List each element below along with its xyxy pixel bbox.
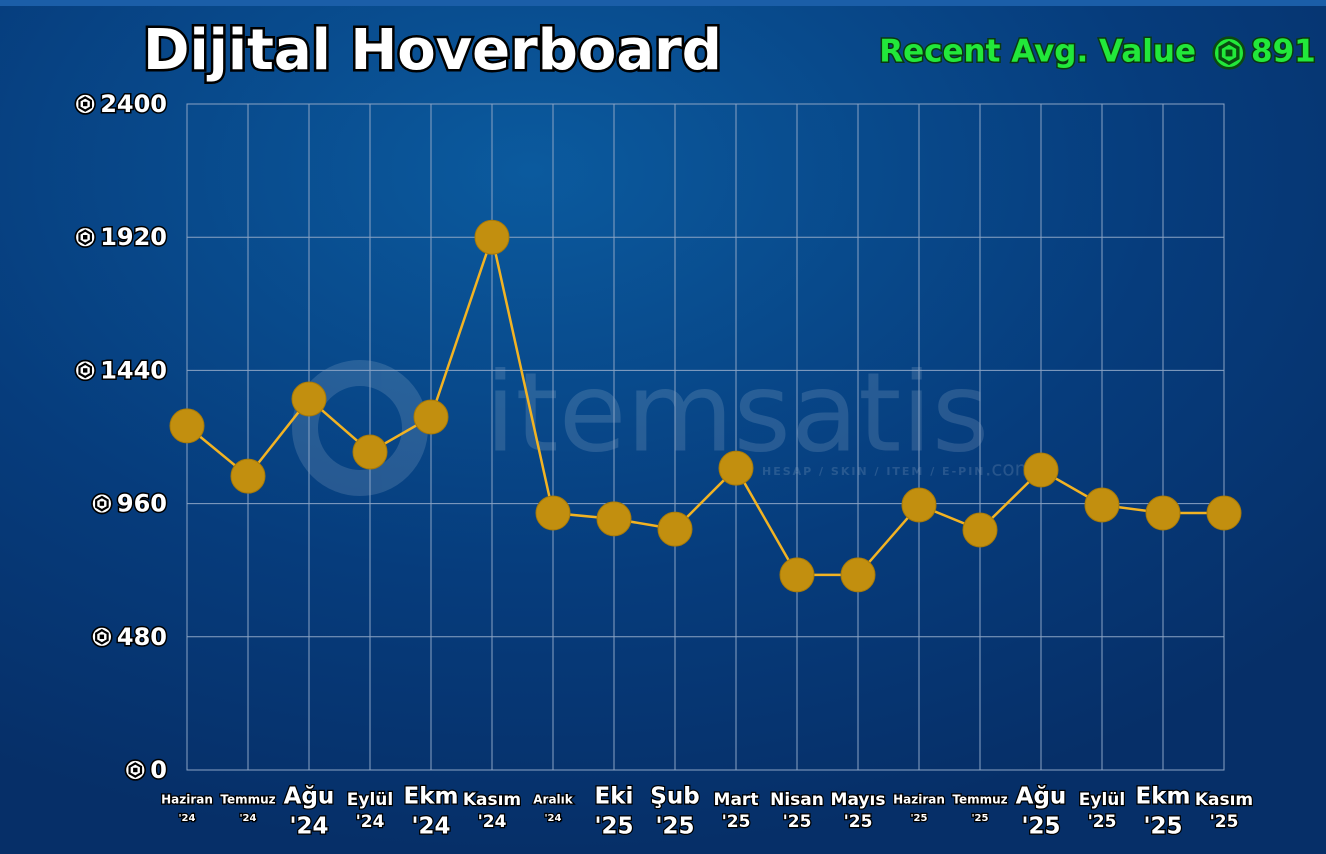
x-tick-label: Kasım (1195, 790, 1253, 810)
watermark-logo (292, 360, 428, 496)
x-tick-label: Eylül (1079, 790, 1125, 810)
y-tick-label: 0 (150, 756, 167, 784)
recent-label: Recent Avg. Value (879, 34, 1196, 70)
x-tick-year: '25 (594, 814, 633, 840)
y-tick-label: 480 (117, 623, 167, 651)
recent-icon (1212, 36, 1246, 70)
point (169, 408, 205, 444)
x-tick-year: '25 (1021, 814, 1060, 840)
x-tick-year: '24 (545, 813, 562, 824)
point (840, 557, 876, 593)
point (718, 450, 754, 486)
point (1145, 495, 1181, 531)
y-tick-label: 1920 (100, 223, 167, 251)
x-tick-year: '25 (1088, 812, 1117, 832)
x-tick-label: Ekm (1136, 784, 1191, 810)
chart-title: Dijital Hoverboard (143, 18, 722, 83)
y-tick-icon (74, 93, 97, 115)
x-tick-year: '24 (478, 812, 507, 832)
y-tick-icon (74, 226, 97, 249)
x-tick-label: Ekm (404, 784, 459, 810)
y-tick-label: 960 (117, 490, 167, 518)
x-tick-label: Kasım (463, 790, 521, 810)
point (1023, 452, 1059, 488)
x-tick-label: Haziran (161, 793, 213, 807)
x-tick-label: Ağu (1016, 784, 1067, 810)
x-tick-year: '25 (844, 812, 873, 832)
x-tick-label: Temmuz (952, 793, 1007, 807)
x-tick-year: '24 (356, 812, 385, 832)
point (230, 458, 266, 494)
point (779, 557, 815, 593)
point (962, 512, 998, 548)
watermark-sub: HESAP / SKIN / ITEM / E-PIN (762, 465, 986, 478)
point (657, 511, 693, 547)
y-tick-label: 1440 (100, 356, 167, 384)
y-tick-icon (124, 759, 147, 781)
x-tick-year: '25 (783, 812, 812, 832)
x-tick-year: '24 (179, 813, 196, 824)
y-tick-icon (74, 359, 97, 382)
top-strip (0, 0, 1326, 6)
point (1206, 495, 1242, 531)
x-tick-label: Aralık (533, 793, 574, 807)
x-tick-label: Ağu (284, 784, 335, 810)
x-tick-year: '24 (240, 813, 257, 824)
point (901, 487, 937, 523)
point (535, 495, 571, 531)
point (352, 434, 388, 470)
x-tick-label: Mayıs (831, 790, 886, 810)
x-tick-year: '25 (911, 813, 928, 824)
recent-value: 891 (1251, 34, 1316, 70)
x-tick-year: '25 (972, 813, 989, 824)
y-tick-icon (90, 625, 113, 648)
point (474, 219, 510, 255)
x-tick-label: Eki (595, 784, 634, 810)
x-tick-label: Mart (714, 790, 759, 810)
y-tick-label: 2400 (100, 90, 167, 118)
x-tick-label: Şub (650, 784, 699, 810)
x-tick-year: '24 (411, 814, 450, 840)
point (291, 381, 327, 417)
x-tick-label: Haziran (893, 793, 945, 807)
point (596, 501, 632, 537)
x-tick-year: '25 (1210, 812, 1239, 832)
x-tick-year: '25 (1143, 814, 1182, 840)
point (1084, 487, 1120, 523)
x-tick-year: '25 (655, 814, 694, 840)
x-tick-label: Temmuz (220, 793, 275, 807)
point (413, 399, 449, 435)
y-tick-icon (90, 492, 113, 515)
x-tick-year: '24 (289, 814, 328, 840)
x-tick-year: '25 (722, 812, 751, 832)
x-tick-label: Nisan (770, 790, 824, 810)
x-tick-label: Eylül (347, 790, 393, 810)
